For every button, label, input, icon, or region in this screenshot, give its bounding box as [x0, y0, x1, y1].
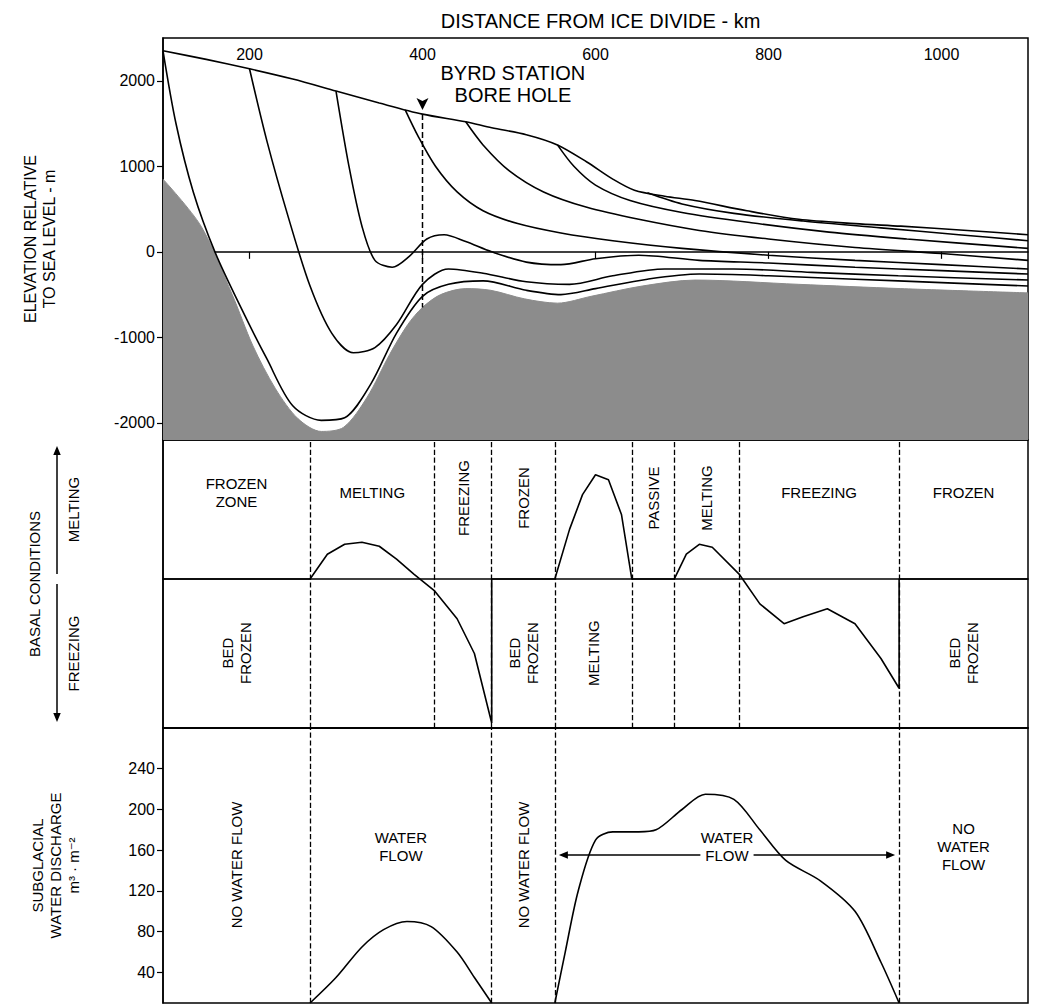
svg-text:BED: BED: [219, 638, 236, 669]
svg-text:FROZEN: FROZEN: [237, 622, 254, 684]
svg-text:TO SEA LEVEL - m: TO SEA LEVEL - m: [41, 170, 58, 309]
svg-text:NO WATER FLOW: NO WATER FLOW: [515, 801, 532, 929]
svg-text:120: 120: [128, 882, 155, 899]
svg-text:SUBGLACIAL: SUBGLACIAL: [29, 818, 46, 912]
svg-text:MELTING: MELTING: [340, 484, 406, 501]
svg-text:NO WATER FLOW: NO WATER FLOW: [228, 801, 245, 929]
svg-text:400: 400: [409, 46, 436, 63]
svg-text:WATER: WATER: [375, 829, 428, 846]
svg-text:PASSIVE: PASSIVE: [645, 466, 662, 529]
svg-text:1000: 1000: [924, 46, 960, 63]
svg-text:-1000: -1000: [114, 329, 155, 346]
svg-text:2000: 2000: [119, 72, 155, 89]
svg-text:-2000: -2000: [114, 414, 155, 431]
svg-text:40: 40: [137, 964, 155, 981]
svg-text:BED: BED: [946, 638, 963, 669]
svg-text:FLOW: FLOW: [705, 847, 749, 864]
svg-text:MELTING: MELTING: [698, 465, 715, 531]
svg-text:WATER DISCHARGE: WATER DISCHARGE: [47, 793, 64, 939]
svg-text:FROZEN: FROZEN: [933, 484, 995, 501]
svg-text:FROZEN: FROZEN: [515, 467, 532, 529]
svg-text:m³ · m⁻²: m³ · m⁻²: [65, 837, 82, 893]
svg-text:200: 200: [236, 46, 263, 63]
svg-text:200: 200: [128, 801, 155, 818]
svg-text:BED: BED: [506, 638, 523, 669]
svg-text:DISTANCE FROM ICE DIVIDE - km: DISTANCE FROM ICE DIVIDE - km: [441, 10, 761, 32]
svg-text:FROZEN: FROZEN: [964, 622, 981, 684]
svg-text:240: 240: [128, 760, 155, 777]
svg-text:FROZEN: FROZEN: [524, 622, 541, 684]
svg-text:600: 600: [582, 46, 609, 63]
svg-text:WATER: WATER: [701, 829, 754, 846]
svg-text:ELEVATION RELATIVE: ELEVATION RELATIVE: [22, 155, 39, 323]
svg-text:FREEZING: FREEZING: [65, 616, 82, 692]
svg-text:MELTING: MELTING: [65, 477, 82, 543]
svg-text:FLOW: FLOW: [379, 847, 423, 864]
svg-text:BORE HOLE: BORE HOLE: [455, 84, 572, 106]
svg-text:NO: NO: [952, 820, 975, 837]
svg-text:BASAL CONDITIONS: BASAL CONDITIONS: [26, 511, 43, 657]
svg-text:FLOW: FLOW: [942, 856, 986, 873]
svg-text:MELTING: MELTING: [585, 620, 602, 686]
svg-text:FREEZING: FREEZING: [781, 484, 857, 501]
svg-text:800: 800: [755, 46, 782, 63]
svg-text:WATER: WATER: [937, 838, 990, 855]
svg-text:1000: 1000: [119, 158, 155, 175]
svg-text:ZONE: ZONE: [216, 493, 258, 510]
svg-text:80: 80: [137, 923, 155, 940]
svg-text:0: 0: [146, 243, 155, 260]
svg-text:FREEZING: FREEZING: [455, 460, 472, 536]
svg-text:160: 160: [128, 842, 155, 859]
svg-text:BYRD STATION: BYRD STATION: [440, 62, 585, 84]
svg-text:FROZEN: FROZEN: [206, 475, 268, 492]
